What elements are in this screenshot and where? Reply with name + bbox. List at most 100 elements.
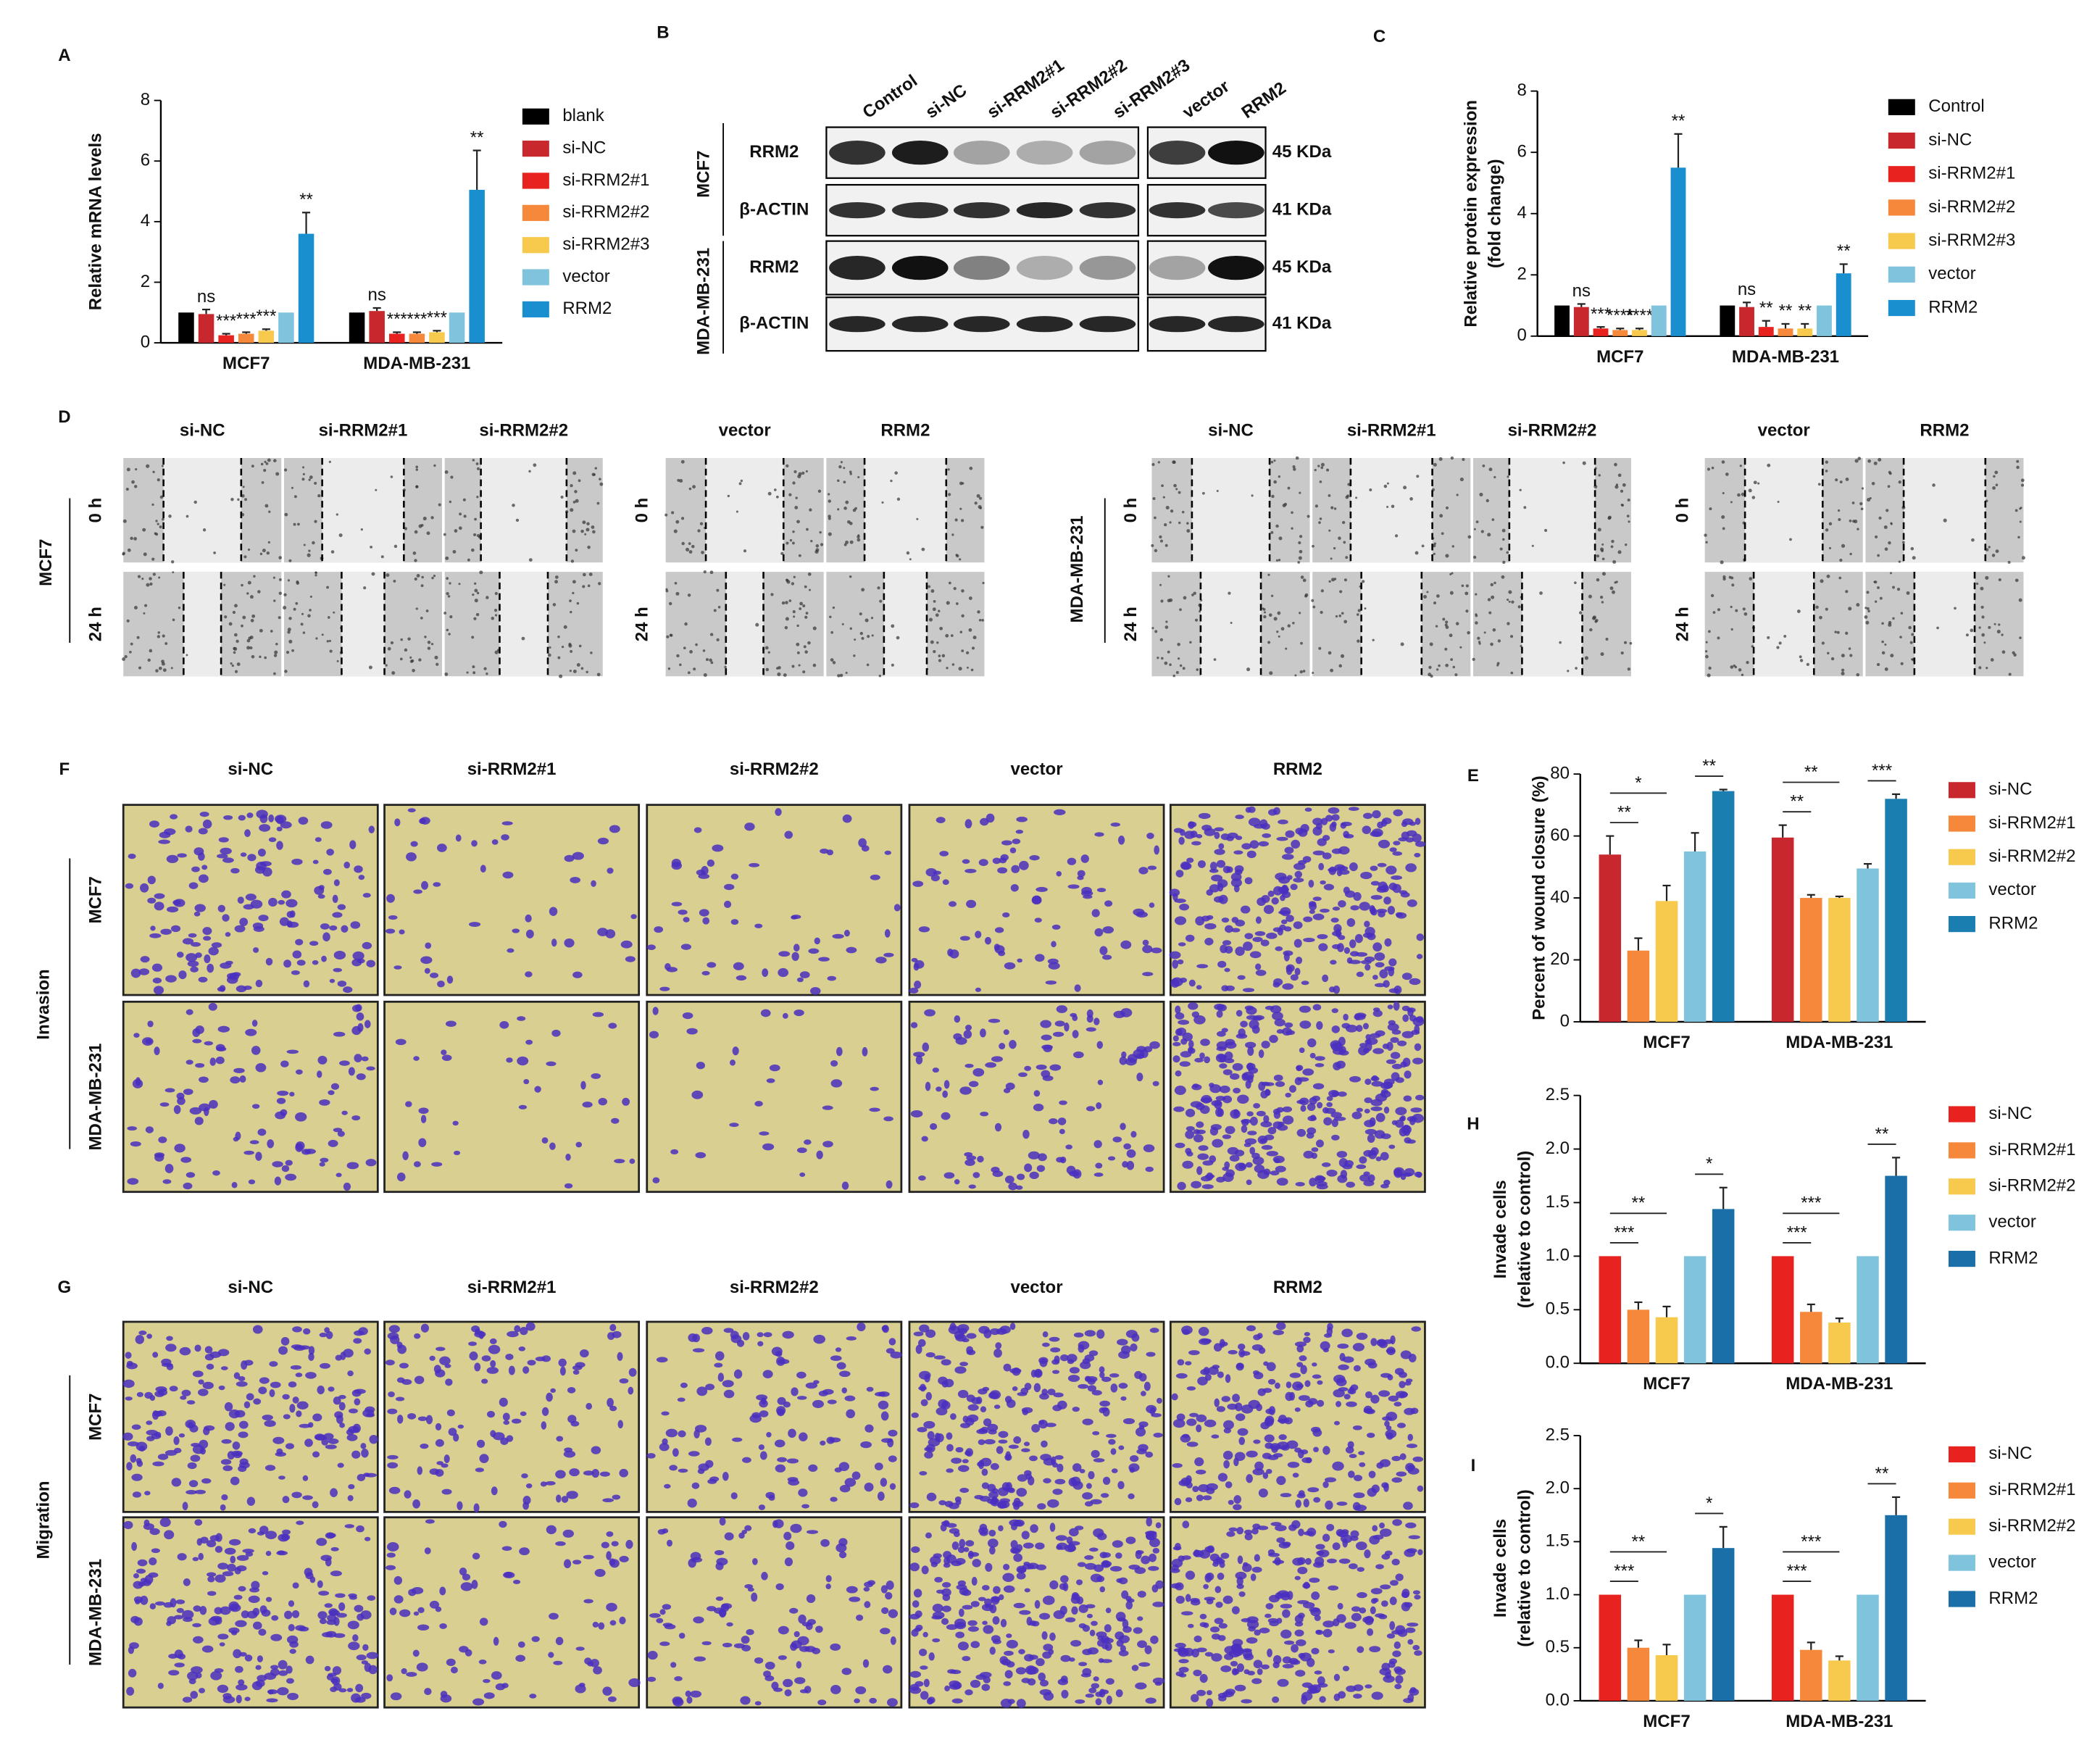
cell-dot (168, 515, 172, 518)
stained-cell (1091, 909, 1100, 917)
stained-cell (362, 941, 372, 949)
cell-dot (126, 467, 130, 472)
stained-cell (1272, 1696, 1280, 1703)
cell-dot (587, 545, 591, 549)
stained-cell (1223, 1428, 1232, 1433)
cell-dot (959, 630, 963, 633)
cell-dot (1799, 655, 1802, 659)
blot-band (829, 141, 886, 165)
cell-dot (1186, 522, 1189, 525)
stained-cell (1173, 1106, 1185, 1112)
stained-cell (1276, 1178, 1288, 1186)
stained-cell (1407, 1639, 1414, 1645)
cell-dot (315, 637, 318, 640)
stained-cell (1149, 1041, 1160, 1049)
stained-cell (1243, 1529, 1253, 1535)
stained-cell (335, 1593, 346, 1598)
stained-cell (188, 933, 197, 938)
stained-cell (319, 1099, 330, 1106)
bar (449, 312, 465, 343)
stained-cell (433, 882, 441, 887)
cell-dot (1277, 611, 1281, 615)
stained-cell (1294, 1407, 1301, 1412)
cell-dot (1617, 473, 1622, 478)
stained-cell (194, 1519, 203, 1526)
stained-cell (1233, 1504, 1242, 1510)
stained-cell (1283, 952, 1290, 962)
stained-cell (783, 1678, 793, 1688)
stained-cell (404, 1490, 412, 1499)
cell-dot (251, 465, 254, 468)
stained-cell (190, 966, 199, 973)
stained-cell (1079, 1469, 1086, 1474)
stained-cell (1407, 1622, 1419, 1627)
stained-cell (611, 1541, 619, 1546)
stained-cell (1410, 1107, 1422, 1113)
stained-cell (160, 928, 172, 935)
stained-cell (437, 980, 445, 988)
stained-cell (140, 883, 149, 893)
stained-cell (1223, 1420, 1234, 1430)
cell-dot (2020, 507, 2022, 509)
stained-cell (1021, 1407, 1033, 1414)
cell-dot (242, 615, 246, 620)
stained-cell (1272, 1655, 1282, 1665)
blot-band (829, 316, 886, 333)
stained-cell (540, 1481, 547, 1487)
stained-cell (553, 1660, 563, 1665)
stained-cell (1272, 1012, 1283, 1020)
stained-cell (1142, 939, 1149, 946)
cell-dot (845, 500, 849, 504)
stained-cell (1214, 1586, 1222, 1594)
cell-dot (1343, 578, 1347, 582)
stained-cell (1177, 1181, 1186, 1191)
cell-dot (840, 461, 843, 464)
cell-dot (1992, 486, 1996, 490)
cell-dot (1710, 594, 1714, 598)
stained-cell (1249, 1020, 1259, 1029)
stained-cell (564, 1447, 573, 1453)
cell-dot (1820, 579, 1824, 583)
cell-dot (1886, 509, 1889, 512)
stained-cell (609, 1558, 616, 1566)
stained-cell (333, 1031, 346, 1037)
stained-cell (1299, 1005, 1311, 1013)
legend-swatch (1948, 882, 1975, 899)
stained-cell (486, 1367, 499, 1374)
stained-cell (919, 1370, 931, 1380)
stained-cell (204, 1107, 209, 1117)
stained-cell (1067, 1375, 1080, 1382)
stained-cell (149, 1528, 160, 1536)
stained-cell (1383, 1106, 1390, 1114)
cell-dot (724, 665, 727, 669)
significance: ** (1875, 1464, 1889, 1483)
wound-gap (341, 572, 385, 677)
stained-cell (1096, 1631, 1107, 1638)
stained-cell (193, 1605, 201, 1612)
stained-cell (258, 1386, 267, 1394)
stained-cell (1136, 1550, 1144, 1554)
stained-cell (954, 1179, 960, 1185)
cell-dot (1320, 610, 1323, 615)
legend-swatch (522, 172, 549, 189)
stained-cell (1387, 1023, 1399, 1031)
stained-cell (232, 1441, 241, 1450)
cell-dot (134, 606, 138, 609)
stained-cell (549, 1142, 556, 1150)
stained-cell (191, 1666, 203, 1674)
stained-cell (491, 839, 499, 845)
cell-dot (1605, 638, 1609, 641)
stained-cell (1211, 1434, 1220, 1439)
stained-cell (1391, 1477, 1403, 1483)
stained-cell (575, 1362, 586, 1368)
time-label: 0 h (86, 498, 106, 523)
stained-cell (975, 930, 982, 938)
cell-dot (1196, 668, 1199, 671)
stained-cell (165, 1426, 173, 1436)
stained-cell (1142, 972, 1154, 977)
stained-cell (357, 1023, 364, 1033)
stained-cell (1039, 1393, 1049, 1400)
stained-cell (1286, 1440, 1299, 1449)
stained-cell (692, 1348, 705, 1353)
stained-cell (1235, 1162, 1247, 1171)
